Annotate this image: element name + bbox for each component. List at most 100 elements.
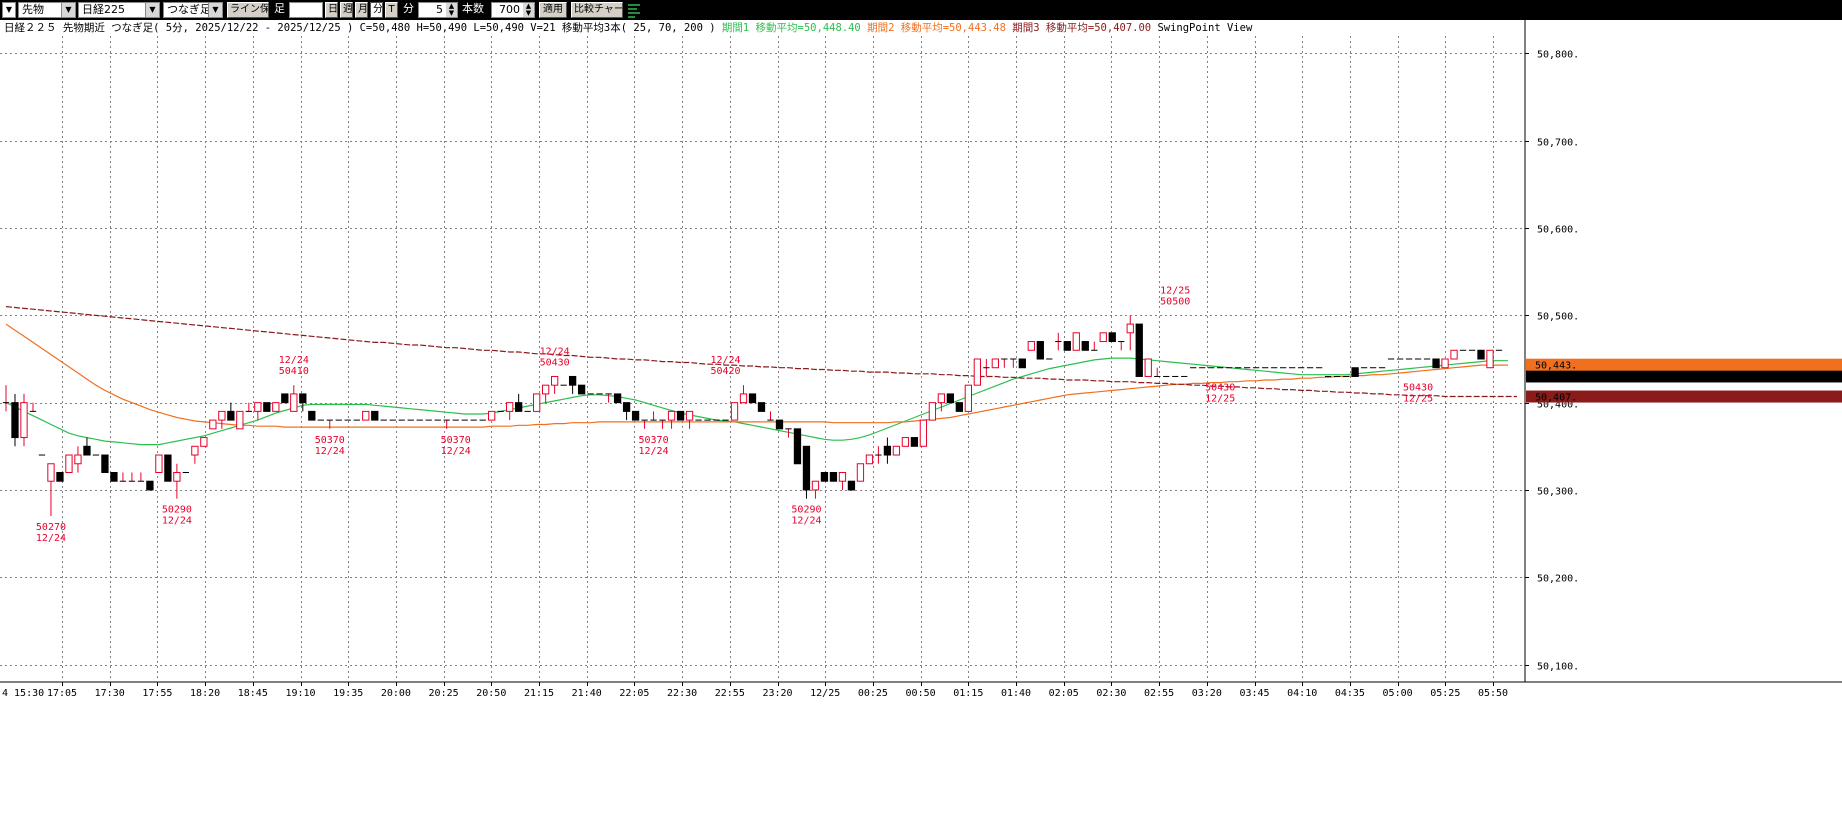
candle-body (631, 410, 640, 421)
y-tick-label: 50,600. (1537, 225, 1579, 236)
x-tick-label: 03:20 (1192, 688, 1222, 699)
candle-body (811, 480, 820, 491)
candle-body (964, 384, 973, 412)
period-month-button[interactable]: 月 (355, 2, 368, 18)
candle-body (892, 445, 901, 456)
candle (919, 419, 928, 447)
period-minute-button[interactable]: 分 (370, 2, 383, 18)
candle-body (1135, 323, 1143, 377)
candle-body (1063, 341, 1071, 351)
y-tick-label: 50,800. (1537, 50, 1579, 61)
ashi-input[interactable] (289, 2, 323, 18)
candle (443, 419, 450, 429)
x-tick-label: 21:15 (524, 688, 554, 699)
minutes-spinner[interactable]: 5 ▲ ▼ (418, 2, 458, 18)
spin-arrows-icon: ▲ ▼ (446, 3, 457, 17)
candle-body (209, 419, 217, 430)
candle-body (928, 402, 937, 421)
candle-body (173, 471, 181, 482)
instrument-select[interactable]: 日経225 ▼ (78, 2, 160, 18)
candle-body (488, 410, 496, 421)
candle (811, 480, 820, 499)
candle (928, 402, 937, 421)
candle (973, 358, 981, 386)
y-tick-label: 50,500. (1537, 312, 1579, 323)
candle (101, 454, 109, 473)
candle (272, 402, 280, 412)
x-tick-label: 04:10 (1287, 688, 1317, 699)
chart-kind-select[interactable]: つなぎ足 ▼ (163, 2, 223, 18)
candle (119, 472, 127, 482)
minute-label: 分 (403, 2, 414, 15)
apply-button[interactable]: 適用 (539, 2, 567, 18)
candle (622, 402, 631, 421)
chart-header: 日経２２５ 先物期近 つなぎ足( 5分, 2025/12/22 - 2025/1… (4, 21, 1252, 35)
candle (1108, 332, 1116, 343)
chart-list-icon[interactable] (627, 2, 641, 18)
period-week-button[interactable]: 週 (340, 2, 353, 18)
candle (1027, 341, 1035, 351)
candle (47, 463, 55, 517)
candle-body (281, 393, 289, 404)
candle-body (1441, 358, 1449, 369)
candle-body (685, 410, 694, 421)
candle (1144, 358, 1152, 377)
candle (74, 446, 82, 473)
x-tick-label: 00:50 (906, 688, 936, 699)
candle (326, 419, 333, 429)
candle-body (56, 471, 64, 482)
save-line-button[interactable]: ライン保存 (227, 2, 269, 18)
instrument-value: 日経225 (82, 3, 125, 16)
candle-body (577, 384, 586, 395)
candle-body (65, 454, 73, 473)
price-tag-label: 50,430 (1535, 372, 1571, 383)
candle (775, 419, 784, 430)
candle (730, 402, 739, 421)
candle-body (74, 454, 82, 465)
menu-arrow-icon[interactable]: ▼ (2, 2, 16, 18)
minutes-value: 5 (436, 3, 443, 16)
candle-body (568, 375, 577, 386)
x-tick-label: 01:15 (953, 688, 983, 699)
x-tick-label: 22:30 (667, 688, 697, 699)
candle (20, 393, 28, 447)
ma2-legend: 期間2 移動平均=50,443.48 (867, 22, 1006, 34)
candle-body (937, 393, 946, 404)
compare-chart-button[interactable]: 比較チャート (571, 2, 623, 18)
y-tick-label: 50,700. (1537, 138, 1579, 149)
bar-count-spinner[interactable]: 700 ▲ ▼ (491, 2, 535, 18)
candle-body (910, 437, 919, 447)
candle (532, 393, 541, 412)
candle (1477, 349, 1485, 360)
x-tick-label: 22:05 (619, 688, 649, 699)
candle (1126, 315, 1134, 351)
x-tick-label: 20:50 (476, 688, 506, 699)
x-tick-label: 03:45 (1239, 688, 1269, 699)
candle-body (1036, 341, 1044, 360)
period-tick-button[interactable]: T (385, 2, 398, 18)
candle (281, 393, 289, 404)
period-day-button[interactable]: 日 (325, 2, 338, 18)
y-tick-label: 50,200. (1537, 574, 1579, 585)
market-select[interactable]: 先物 ▼ (18, 2, 76, 18)
candle-body (793, 428, 802, 465)
candle (263, 402, 271, 412)
candle-body (20, 402, 28, 439)
x-tick-label: 02:05 (1049, 688, 1079, 699)
candle (955, 402, 964, 412)
candle-body (164, 454, 172, 482)
y-tick-label: 50,100. (1537, 662, 1579, 673)
candle (568, 375, 577, 394)
candle (1072, 332, 1080, 351)
candle-body (829, 471, 838, 482)
x-tick-label: 05:50 (1478, 688, 1508, 699)
x-tick-label: 00:25 (858, 688, 888, 699)
candle (128, 472, 136, 482)
candle-body (515, 402, 523, 412)
candle (362, 410, 370, 421)
candle (2, 385, 10, 412)
market-value: 先物 (22, 3, 44, 16)
